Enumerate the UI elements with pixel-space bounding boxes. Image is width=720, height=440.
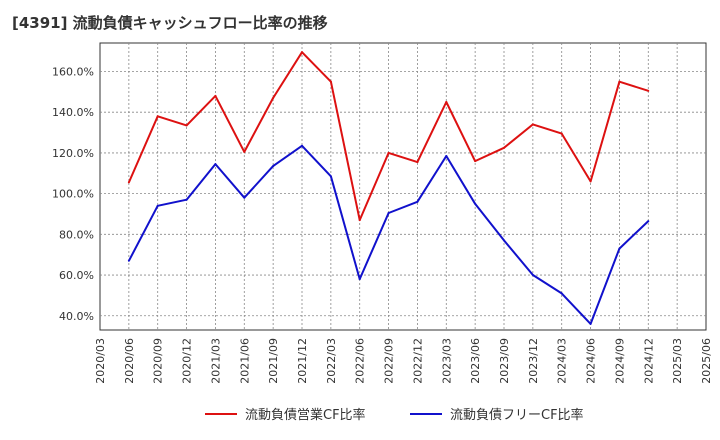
x-tick-label: 2022/12 [411, 338, 424, 384]
data-point-series-2 [531, 274, 534, 277]
data-point-series-2 [185, 198, 188, 201]
x-tick-label: 2023/12 [527, 338, 540, 384]
x-tick-label: 2025/03 [671, 338, 684, 384]
y-tick-label: 100.0% [52, 188, 94, 201]
legend-label-2: 流動負債フリーCF比率 [450, 407, 584, 423]
x-tick-label: 2021/06 [238, 338, 251, 384]
x-tick-label: 2021/03 [209, 338, 222, 384]
data-point-series-2 [214, 163, 217, 166]
x-tick-label: 2020/06 [123, 338, 136, 384]
data-point-series-2 [503, 239, 505, 242]
data-point-series-2 [560, 292, 563, 295]
data-point-series-2 [243, 196, 246, 199]
data-point-series-2 [474, 202, 477, 205]
x-tick-label: 2024/06 [585, 338, 598, 384]
data-point-series-1 [301, 51, 303, 54]
data-point-series-2 [156, 204, 159, 207]
data-point-series-1 [127, 181, 130, 184]
x-tick-label: 2024/09 [613, 338, 626, 384]
x-tick-label: 2023/03 [440, 338, 453, 384]
data-point-series-1 [214, 94, 217, 97]
chart-title: [4391] 流動負債キャッシュフロー比率の推移 [12, 14, 328, 32]
data-point-series-1 [329, 80, 332, 83]
x-tick-label: 2020/09 [152, 338, 165, 384]
data-point-series-2 [127, 259, 130, 262]
x-tick-label: 2023/09 [498, 338, 511, 384]
data-point-series-2 [445, 154, 448, 157]
y-tick-label: 120.0% [52, 147, 94, 160]
x-tick-label: 2024/12 [642, 338, 655, 384]
data-point-series-1 [272, 96, 275, 99]
data-point-series-1 [185, 124, 188, 127]
data-point-series-1 [474, 160, 477, 163]
data-point-series-1 [416, 161, 419, 164]
y-tick-label: 40.0% [59, 310, 94, 323]
data-point-series-2 [358, 278, 361, 281]
x-tick-label: 2023/06 [469, 338, 482, 384]
data-point-series-1 [156, 115, 159, 118]
data-point-series-2 [618, 247, 621, 250]
y-tick-label: 80.0% [59, 228, 94, 241]
data-point-series-1 [243, 150, 246, 153]
x-tick-label: 2022/06 [354, 338, 367, 384]
x-tick-label: 2020/03 [94, 338, 107, 384]
data-point-series-2 [416, 200, 419, 203]
data-point-series-1 [647, 89, 650, 92]
data-point-series-1 [445, 101, 448, 104]
x-tick-label: 2022/09 [383, 338, 396, 384]
x-tick-label: 2021/12 [296, 338, 309, 384]
data-point-series-1 [618, 80, 621, 83]
data-point-series-1 [531, 123, 534, 126]
legend-label-1: 流動負債営業CF比率 [245, 407, 366, 423]
data-point-series-1 [503, 146, 505, 149]
data-point-series-1 [387, 151, 390, 154]
data-point-series-1 [358, 219, 361, 222]
x-tick-label: 2022/03 [325, 338, 338, 384]
y-tick-label: 60.0% [59, 269, 94, 282]
x-tick-label: 2021/09 [267, 338, 280, 384]
x-tick-label: 2020/12 [181, 338, 194, 384]
data-point-series-1 [589, 180, 592, 183]
plot-area [99, 42, 707, 331]
data-point-series-2 [272, 165, 275, 168]
y-tick-label: 160.0% [52, 65, 94, 78]
data-point-series-2 [647, 220, 650, 223]
data-point-series-2 [301, 144, 303, 147]
y-tick-label: 140.0% [52, 106, 94, 119]
x-tick-label: 2024/03 [556, 338, 569, 384]
x-tick-label: 2025/06 [700, 338, 713, 384]
data-point-series-2 [329, 175, 332, 178]
data-point-series-2 [387, 211, 390, 214]
data-point-series-2 [589, 322, 592, 325]
data-point-series-1 [560, 132, 563, 135]
